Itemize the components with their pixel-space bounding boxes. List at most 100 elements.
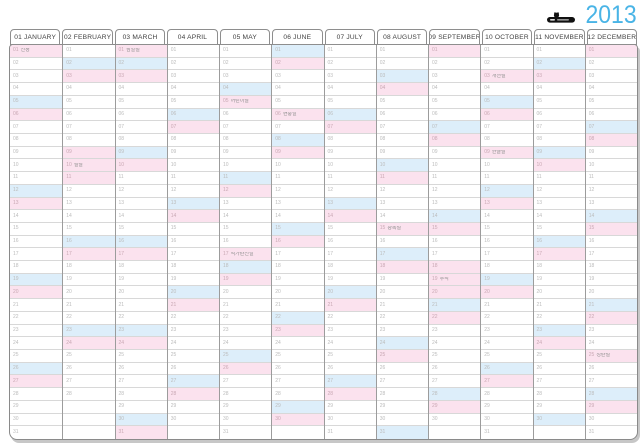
day-number: 28 (66, 390, 72, 397)
day-number: 25 (588, 352, 595, 359)
day-cell: 05 (533, 96, 585, 109)
day-cell: 22 (63, 312, 115, 325)
day-cell: 25 (63, 350, 115, 363)
day-number: 17 (13, 250, 19, 257)
day-cell: 16 (585, 236, 637, 249)
day-number: 21 (484, 301, 490, 308)
day-number: 16 (66, 237, 72, 244)
day-cell (63, 414, 115, 427)
day-cell: 21 (115, 299, 167, 312)
day-number: 01 (588, 47, 595, 54)
day-cell: 20 (429, 286, 481, 300)
day-number: 18 (588, 263, 595, 270)
day-cell: 24 (10, 337, 63, 351)
day-cell: 18 (533, 261, 585, 274)
day-cell: 19 (220, 273, 272, 287)
day-number: 20 (275, 288, 281, 295)
day-cell: 27 (10, 375, 63, 389)
day-cell: 23 (585, 325, 637, 338)
day-number: 20 (379, 288, 386, 295)
day-number: 21 (379, 301, 386, 308)
day-cell: 16 (324, 236, 376, 249)
day-number: 17 (223, 250, 229, 257)
day-number: 08 (66, 136, 72, 143)
day-number: 23 (327, 326, 334, 333)
day-number: 24 (13, 339, 19, 346)
day-cell: 14 (376, 210, 428, 223)
day-cell: 14 (533, 210, 585, 223)
day-cell: 11 (585, 172, 637, 185)
day-cell: 25 (167, 350, 219, 363)
day-cell: 06 (481, 108, 533, 122)
day-number: 12 (432, 187, 438, 194)
day-cell: 28 (585, 388, 637, 401)
day-cell: 15 (324, 223, 376, 236)
day-number: 07 (536, 123, 543, 130)
month-column: 01 02 03 04 05 06 07 08 09 10 11 12 13 14 15 16 17 18 19 20… (166, 45, 219, 439)
day-number: 05 (223, 98, 229, 105)
day-cell: 08 (220, 134, 272, 147)
day-cell: 25 (376, 350, 428, 363)
month-header: 08 AUGUST (376, 29, 428, 45)
day-cell: 28 (220, 388, 272, 401)
day-cell: 09 (324, 147, 376, 160)
day-number: 08 (432, 136, 438, 143)
day-cell: 23 (167, 325, 219, 338)
day-number: 02 (327, 60, 334, 67)
day-cell: 24 (324, 337, 376, 351)
day-cell: 02 (10, 58, 63, 71)
day-cell: 11 (376, 172, 428, 185)
day-number: 02 (484, 60, 490, 67)
day-number: 11 (327, 174, 333, 181)
day-cell: 14 (167, 210, 219, 223)
day-number: 10 (118, 161, 125, 168)
month-column: 01 02 03 04 05 06 07 08 09 10 11 12 13 14 15 16 17 18 19 20… (584, 45, 637, 439)
day-number: 27 (275, 377, 281, 384)
day-number: 26 (432, 365, 438, 372)
day-number: 11 (536, 174, 542, 181)
day-number: 26 (536, 365, 543, 372)
day-cell: 16 (481, 236, 533, 249)
day-number: 25 (13, 352, 19, 359)
day-cell: 14 (115, 210, 167, 223)
day-number: 24 (66, 339, 72, 346)
day-number: 22 (432, 314, 438, 321)
day-number: 09 (275, 149, 281, 156)
day-number: 02 (536, 60, 543, 67)
day-cell: 14 (10, 210, 63, 223)
day-cell: 28 (533, 388, 585, 401)
holiday-label: 개천절 (491, 73, 506, 79)
day-cell: 24 (481, 337, 533, 351)
day-cell: 06 현충일 (272, 108, 324, 122)
day-number: 12 (327, 187, 334, 194)
day-number: 06 (275, 110, 281, 117)
day-cell: 02 (585, 58, 637, 71)
day-cell: 01 (63, 45, 115, 58)
day-cell: 18 (585, 261, 637, 274)
day-cell: 14 (272, 210, 324, 223)
day-number: 30 (223, 415, 229, 422)
day-cell: 21 (585, 299, 637, 312)
day-number: 26 (170, 365, 177, 372)
day-cell: 30 (220, 414, 272, 427)
day-cell: 02 (481, 58, 533, 71)
day-cell: 31 (586, 426, 637, 439)
day-number: 30 (170, 415, 177, 422)
day-cell: 14 (429, 210, 481, 223)
day-cell: 08 (167, 134, 219, 147)
day-cell: 08 (63, 134, 115, 147)
day-cell: 24 (63, 337, 115, 351)
day-number: 22 (275, 314, 281, 321)
day-cell: 20 (167, 286, 219, 300)
day-number: 31 (588, 429, 595, 436)
day-number: 12 (588, 187, 595, 194)
day-cell: 08 (585, 133, 637, 147)
day-number: 09 (170, 149, 177, 156)
day-number: 20 (13, 288, 19, 295)
day-cell: 23 (220, 325, 272, 338)
day-number: 01 (170, 47, 177, 54)
day-cell: 17 (167, 248, 219, 262)
day-cell: 30 (376, 414, 428, 427)
day-number: 15 (379, 225, 386, 232)
day-cell: 22 (324, 312, 376, 325)
